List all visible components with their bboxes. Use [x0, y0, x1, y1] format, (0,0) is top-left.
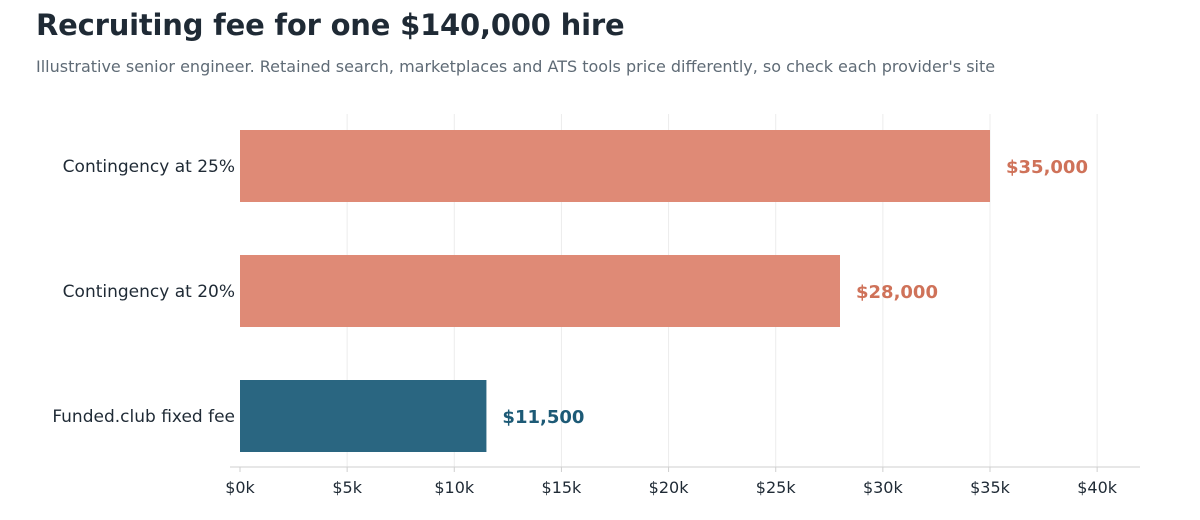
bar [240, 255, 840, 327]
x-tick-label: $20k [649, 478, 690, 497]
x-axis-ticks: $0k $5k $10k $15k $20k $25k $30k $35k $40k [225, 467, 1118, 497]
value-label: $28,000 [856, 282, 938, 303]
x-tick-label: $30k [863, 478, 904, 497]
category-labels: Contingency at 25% Contingency at 20% Fund… [52, 157, 235, 427]
bars [240, 130, 990, 452]
bar [240, 380, 487, 452]
x-tick-label: $40k [1077, 478, 1118, 497]
x-tick-label: $15k [542, 478, 583, 497]
x-tick-label: $35k [970, 478, 1011, 497]
value-label: $35,000 [1006, 157, 1088, 178]
x-tick-label: $5k [332, 478, 362, 497]
x-tick-label: $0k [225, 478, 255, 497]
category-label: Contingency at 20% [63, 282, 235, 302]
x-tick-label: $10k [434, 478, 475, 497]
value-label: $11,500 [502, 407, 584, 428]
chart-subtitle: Illustrative senior engineer. Retained s… [36, 57, 996, 76]
category-label: Contingency at 25% [63, 157, 235, 177]
bar [240, 130, 990, 202]
x-tick-label: $25k [756, 478, 797, 497]
chart-title: Recruiting fee for one $140,000 hire [36, 8, 625, 42]
category-label: Funded.club fixed fee [52, 407, 235, 427]
value-labels: $35,000 $28,000 $11,500 [502, 157, 1088, 428]
